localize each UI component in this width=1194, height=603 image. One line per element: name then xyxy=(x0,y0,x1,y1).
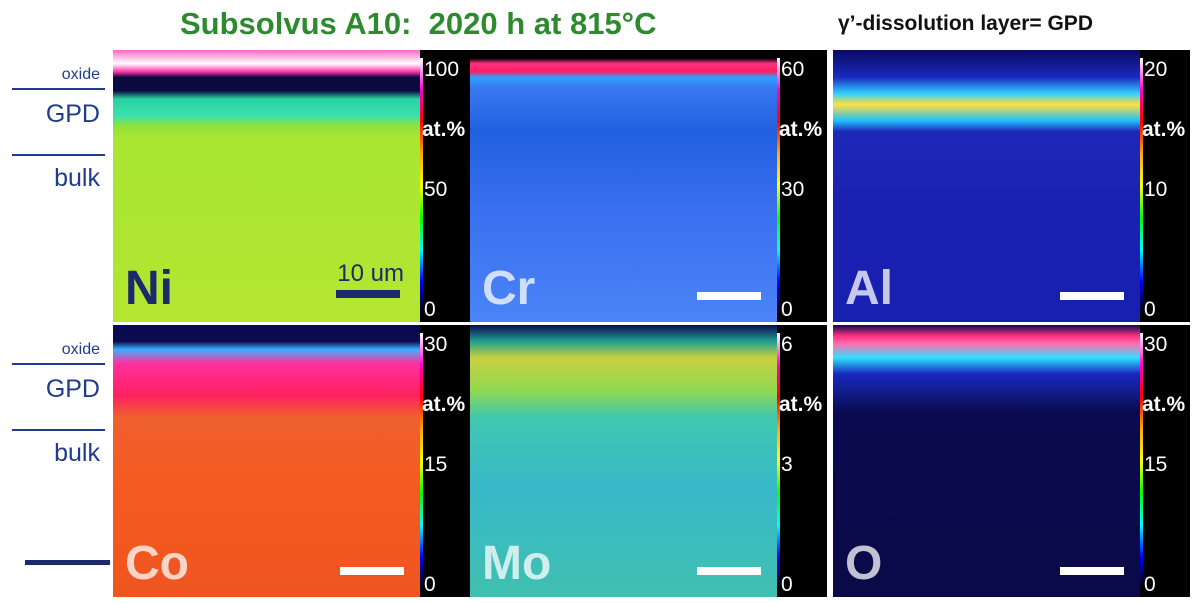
map-image: Mo xyxy=(470,325,777,597)
figure: Subsolvus A10: 2020 h at 815°C γ’-dissol… xyxy=(0,0,1194,603)
scale-tick-label: 30 xyxy=(1144,333,1167,357)
color-scale: 30 15 0 at.% xyxy=(1140,325,1190,597)
map-image: Ni 10 um xyxy=(113,50,420,322)
element-label: Cr xyxy=(482,261,535,316)
scale-bar xyxy=(340,567,404,575)
map-image: Al xyxy=(833,50,1140,322)
unit-label: at.% xyxy=(422,393,465,417)
separator xyxy=(12,88,105,90)
element-label: Co xyxy=(125,536,189,591)
layer-label: bulk xyxy=(54,164,100,193)
scale-tick-label: 60 xyxy=(781,58,804,82)
scale-tick-label: 3 xyxy=(781,453,793,477)
unit-label: at.% xyxy=(779,393,822,417)
element-label: Al xyxy=(845,261,893,316)
scale-tick-label: 20 xyxy=(1144,58,1167,82)
scale-tick-label: 15 xyxy=(424,453,447,477)
scale-bar-label: 10 um xyxy=(337,260,404,288)
scale-tick-label: 50 xyxy=(424,178,447,202)
sample: Subsolvus A10: xyxy=(180,6,411,41)
unit-label: at.% xyxy=(422,118,465,142)
scale-tick-label: 30 xyxy=(424,333,447,357)
map-image: Co xyxy=(113,325,420,597)
scale-tick-label: 0 xyxy=(781,573,793,597)
color-ramp xyxy=(777,333,780,589)
map-image: Cr xyxy=(470,50,777,322)
layer-label: oxide xyxy=(62,341,100,359)
scale-bar xyxy=(1060,292,1124,300)
scale-bar xyxy=(1060,567,1124,575)
layer-label: bulk xyxy=(54,439,100,468)
layer-label: oxide xyxy=(62,66,100,84)
unit-label: at.% xyxy=(779,118,822,142)
color-ramp xyxy=(1140,58,1143,314)
unit-label: at.% xyxy=(1142,393,1185,417)
scale-tick-label: 0 xyxy=(1144,573,1156,597)
color-ramp xyxy=(420,333,423,589)
color-scale: 100 50 0 at.% xyxy=(420,50,470,322)
color-scale: 20 10 0 at.% xyxy=(1140,50,1190,322)
scale-tick-label: 0 xyxy=(1144,298,1156,322)
map-image: O xyxy=(833,325,1140,597)
unit-label: at.% xyxy=(1142,118,1185,142)
color-ramp xyxy=(1140,333,1143,589)
scale-bar xyxy=(697,292,761,300)
scale-bar xyxy=(336,290,400,298)
color-ramp xyxy=(420,58,423,314)
color-scale: 60 30 0 at.% xyxy=(777,50,827,322)
scale-tick-label: 30 xyxy=(781,178,804,202)
scale-tick-label: 0 xyxy=(781,298,793,322)
scale-tick-label: 0 xyxy=(424,298,436,322)
scale-bar xyxy=(697,567,761,575)
layer-label: GPD xyxy=(46,375,100,404)
color-scale: 30 15 0 at.% xyxy=(420,325,470,597)
element-label: O xyxy=(845,536,882,591)
separator xyxy=(12,429,105,431)
color-ramp xyxy=(777,58,780,314)
separator xyxy=(12,363,105,365)
separator xyxy=(12,154,105,156)
scale-tick-label: 0 xyxy=(424,573,436,597)
color-scale: 6 3 0 at.% xyxy=(777,325,827,597)
scale-tick-label: 15 xyxy=(1144,453,1167,477)
scale-tick-label: 6 xyxy=(781,333,793,357)
scale-tick-label: 100 xyxy=(424,58,459,82)
element-label: Ni xyxy=(125,261,173,316)
note: γ’-dissolution layer= GPD xyxy=(838,12,1093,36)
rule xyxy=(25,560,110,565)
condition: 2020 h at 815°C xyxy=(429,6,657,41)
layer-label: GPD xyxy=(46,100,100,129)
scale-tick-label: 10 xyxy=(1144,178,1167,202)
title: Subsolvus A10: 2020 h at 815°C xyxy=(180,6,656,42)
element-label: Mo xyxy=(482,536,551,591)
